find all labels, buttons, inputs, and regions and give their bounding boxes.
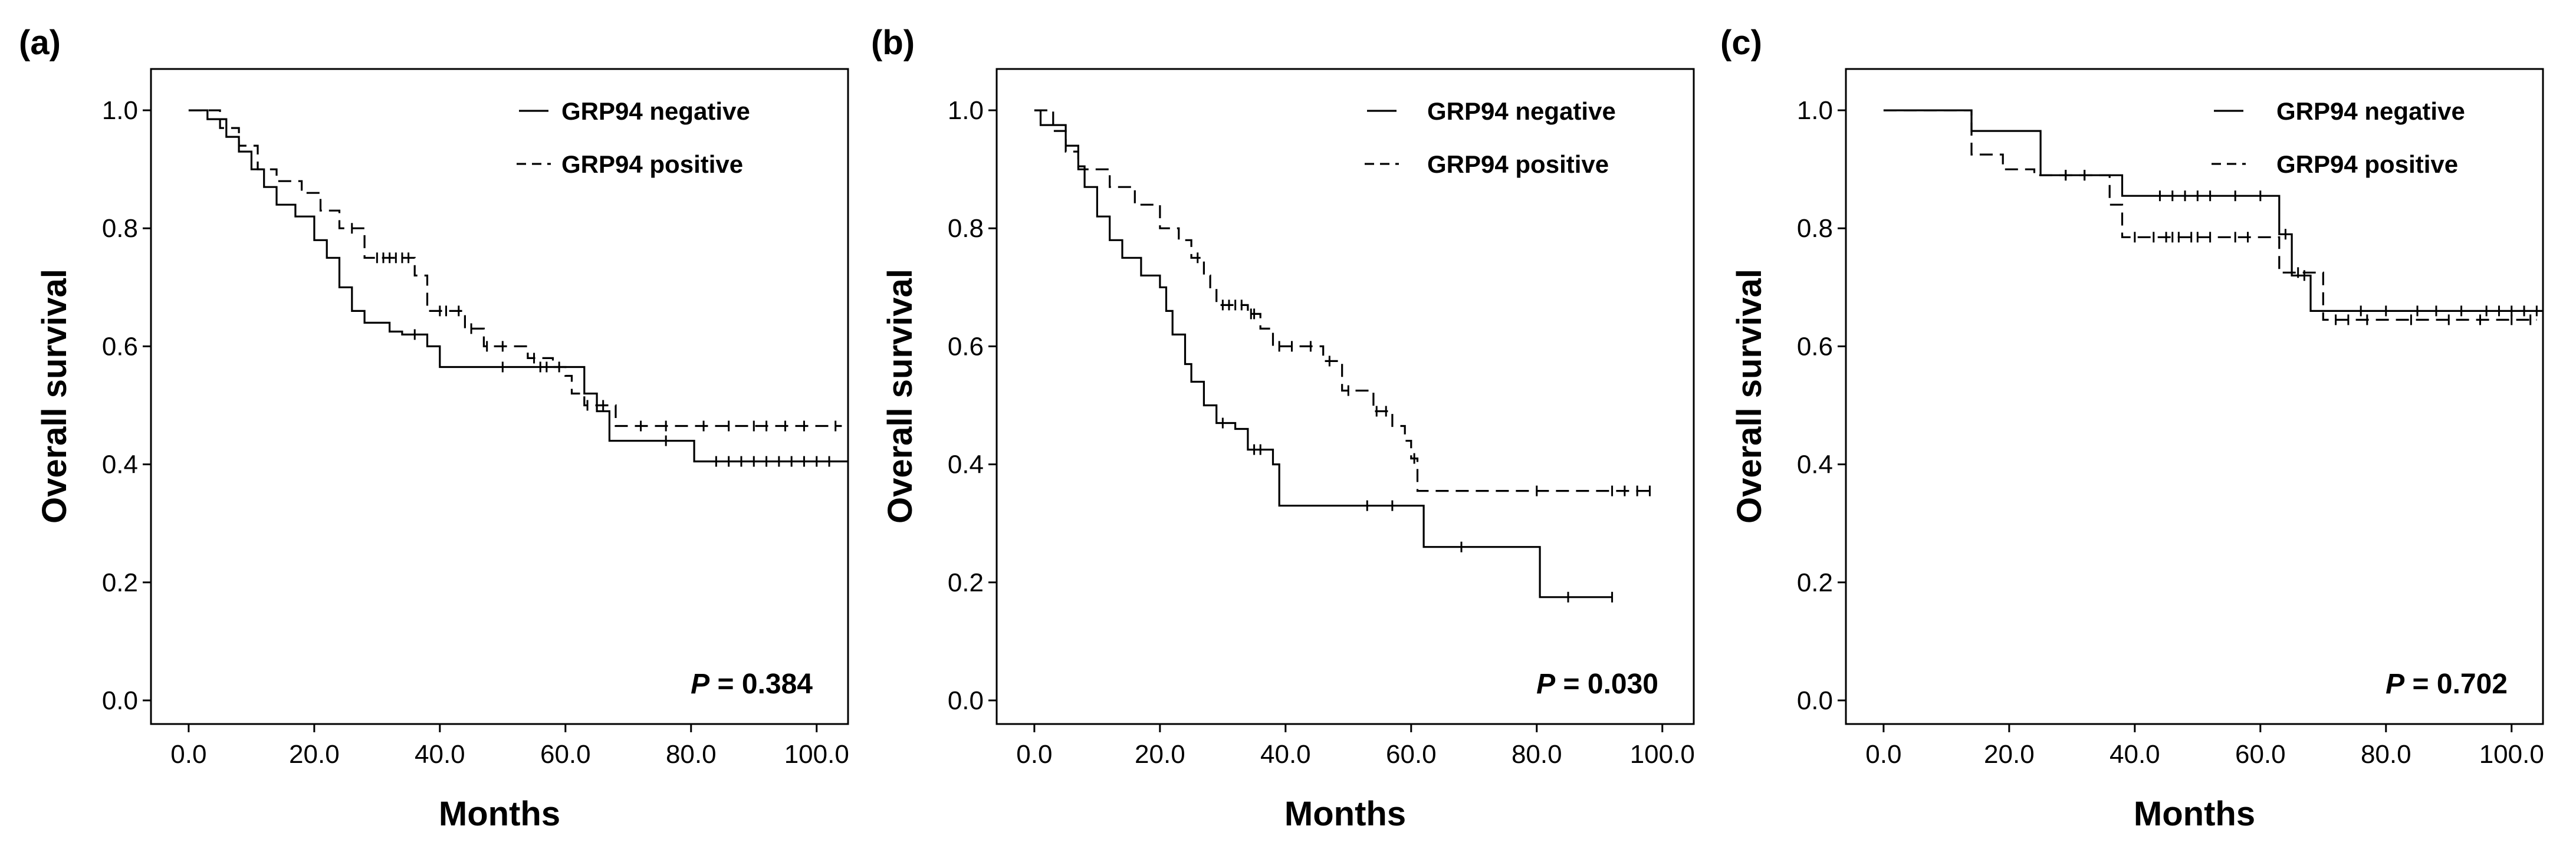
panel-b-x-axis-title: Months: [1284, 795, 1406, 833]
panel-c-negative-curve: [1883, 109, 2543, 312]
panel-b-letter: (b): [871, 24, 915, 62]
panel-b-y-tick-label: 0.2: [948, 568, 984, 597]
panel-a-letter: (a): [19, 24, 61, 62]
panel-a-plot-frame: [150, 68, 849, 725]
panel-b-x-tick-label: 60.0: [1386, 740, 1437, 769]
panel-b-y-tick-label: 0.6: [948, 332, 984, 361]
panel-b-x-tick-label: 20.0: [1135, 740, 1185, 769]
panel-b-positive-curve: [1034, 109, 1650, 492]
panel-b-y-tick-label: 0.0: [948, 686, 984, 715]
panel-b-legend: GRP94 negative GRP94 positive: [1365, 97, 1616, 178]
panel-c-y-tick-label: 0.8: [1797, 214, 1833, 243]
panel-a-x-tick-label: 60.0: [540, 740, 591, 769]
panel-c-p-letter: P: [2386, 669, 2405, 700]
panel-b-legend-negative-label: GRP94 negative: [1427, 97, 1616, 125]
panel-a-x-tick-label: 20.0: [289, 740, 340, 769]
panel-b-y-tick-label: 1.0: [948, 96, 984, 125]
panel-c-x-axis: 0.0 20.0 40.0 60.0 80.0 100.0: [1865, 724, 2544, 769]
panel-a-y-tick-label: 0.2: [102, 568, 138, 597]
panel-a-positive-curve: [188, 109, 842, 427]
panel-a-y-axis: 0.0 0.2 0.4 0.6 0.8 1.0: [102, 96, 151, 715]
panel-a-y-tick-label: 1.0: [102, 96, 138, 125]
panel-c-y-tick-label: 0.4: [1797, 450, 1833, 479]
panel-b-y-tick-label: 0.8: [948, 214, 984, 243]
panel-a-y-tick-label: 0.0: [102, 686, 138, 715]
panel-c-legend-positive-label: GRP94 positive: [2276, 150, 2458, 178]
panel-c-p-number: = 0.702: [2413, 669, 2508, 700]
panel-a-legend: GRP94 negative GRP94 positive: [517, 97, 750, 178]
panel-a-p-number: = 0.384: [718, 669, 813, 700]
panel-a-legend-positive-label: GRP94 positive: [561, 150, 743, 178]
panel-b-x-tick-label: 0.0: [1016, 740, 1052, 769]
panel-c-x-tick-label: 60.0: [2235, 740, 2286, 769]
panel-a-x-axis: 0.0 20.0 40.0 60.0 80.0 100.0: [170, 724, 849, 769]
panel-c-x-tick-label: 100.0: [2479, 740, 2544, 769]
panel-c-y-axis-title: Overall survival: [1730, 269, 1769, 524]
panel-a-x-tick-label: 80.0: [666, 740, 717, 769]
panel-c-y-tick-label: 1.0: [1797, 96, 1833, 125]
panel-a: (a) 0.0 0.2 0.4 0.6 0.8 1.0 0.0 20.0 40.0 60.0 80…: [19, 24, 849, 833]
panel-b-plot-frame: [995, 68, 1695, 725]
panel-b-p-letter: P: [1536, 669, 1556, 700]
panel-c-plot-frame: [1845, 68, 2544, 725]
panel-b-legend-positive-label: GRP94 positive: [1427, 150, 1609, 178]
panel-c-y-axis: 0.0 0.2 0.4 0.6 0.8 1.0: [1797, 96, 1846, 715]
panel-a-negative-curve: [188, 109, 848, 463]
panel-a-y-tick-label: 0.6: [102, 332, 138, 361]
panel-c-legend: GRP94 negative GRP94 positive: [2212, 97, 2465, 178]
panel-a-x-tick-label: 0.0: [170, 740, 206, 769]
panel-a-p-value: P = 0.384: [691, 669, 813, 700]
panel-a-p-letter: P: [691, 669, 710, 700]
panel-b-p-value: P = 0.030: [1536, 669, 1658, 700]
panel-b-negative-curve: [1034, 109, 1612, 598]
panel-c-p-value: P = 0.702: [2386, 669, 2508, 700]
panel-b-x-tick-label: 100.0: [1630, 740, 1695, 769]
panel-b-x-tick-label: 40.0: [1260, 740, 1311, 769]
panel-c-x-axis-title: Months: [2134, 795, 2255, 833]
panel-a-x-tick-label: 40.0: [415, 740, 465, 769]
panel-a-y-axis-title: Overall survival: [35, 269, 74, 524]
panel-b-y-tick-label: 0.4: [948, 450, 984, 479]
panel-a-curves: [188, 109, 848, 467]
panel-a-legend-negative-label: GRP94 negative: [561, 97, 750, 125]
panel-c-curves: [1883, 109, 2543, 325]
panel-c-y-tick-label: 0.2: [1797, 568, 1833, 597]
panel-c-x-tick-label: 20.0: [1984, 740, 2035, 769]
panel-b-curves: [1034, 109, 1651, 603]
panel-c-letter: (c): [1720, 24, 1762, 62]
panel-b-y-axis-title: Overall survival: [881, 269, 919, 524]
panel-a-y-tick-label: 0.8: [102, 214, 138, 243]
panel-c-x-tick-label: 80.0: [2361, 740, 2411, 769]
panel-c-x-tick-label: 40.0: [2110, 740, 2160, 769]
panel-c: (c) 0.0 0.2 0.4 0.6 0.8 1.0 0.0 20.0 40.0 60.0 80…: [1720, 24, 2544, 833]
panel-c-x-tick-label: 0.0: [1865, 740, 1901, 769]
panel-c-positive-curve: [1883, 109, 2537, 321]
panel-a-x-axis-title: Months: [439, 795, 560, 833]
panel-a-y-tick-label: 0.4: [102, 450, 138, 479]
panel-b: (b) 0.0 0.2 0.4 0.6 0.8 1.0 0.0 20.0 40.0 60.0 80…: [871, 24, 1695, 833]
panel-b-x-axis: 0.0 20.0 40.0 60.0 80.0 100.0: [1016, 724, 1695, 769]
panel-b-y-axis: 0.0 0.2 0.4 0.6 0.8 1.0: [948, 96, 997, 715]
panel-b-x-tick-label: 80.0: [1512, 740, 1562, 769]
panel-c-y-tick-label: 0.0: [1797, 686, 1833, 715]
panel-b-p-number: = 0.030: [1563, 669, 1658, 700]
panel-c-legend-negative-label: GRP94 negative: [2276, 97, 2465, 125]
panel-a-x-tick-label: 100.0: [784, 740, 849, 769]
panel-c-y-tick-label: 0.6: [1797, 332, 1833, 361]
